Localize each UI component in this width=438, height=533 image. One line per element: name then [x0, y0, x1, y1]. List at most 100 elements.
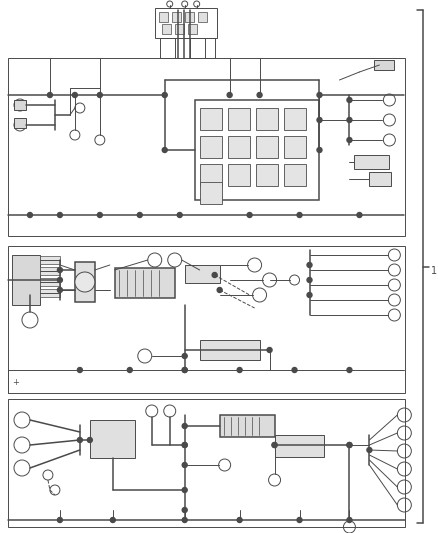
Bar	[187, 24, 196, 34]
Bar	[159, 38, 214, 58]
Circle shape	[291, 367, 297, 373]
Bar	[155, 8, 216, 38]
Bar	[8, 246, 404, 393]
Circle shape	[97, 93, 102, 98]
Circle shape	[77, 367, 82, 373]
Bar	[14, 118, 26, 128]
Bar	[14, 100, 26, 110]
Bar	[374, 60, 393, 70]
Bar	[75, 262, 95, 302]
Circle shape	[110, 518, 115, 522]
Circle shape	[217, 287, 222, 293]
Bar	[255, 164, 277, 186]
Circle shape	[316, 117, 321, 123]
Circle shape	[77, 438, 82, 442]
Bar	[199, 164, 221, 186]
Circle shape	[257, 93, 261, 98]
Circle shape	[182, 507, 187, 513]
Bar	[219, 415, 274, 437]
Bar	[199, 182, 221, 204]
Bar	[255, 136, 277, 158]
Bar	[274, 435, 324, 457]
Circle shape	[346, 98, 351, 102]
Bar	[197, 12, 206, 22]
Circle shape	[57, 287, 62, 293]
Circle shape	[346, 442, 351, 448]
Bar	[40, 267, 60, 275]
Circle shape	[57, 518, 62, 522]
Circle shape	[306, 293, 311, 297]
Circle shape	[297, 213, 301, 217]
Circle shape	[182, 442, 187, 448]
Circle shape	[182, 367, 187, 373]
Circle shape	[266, 348, 272, 352]
Bar	[283, 136, 305, 158]
Bar	[184, 12, 193, 22]
Circle shape	[346, 367, 351, 373]
Bar	[174, 24, 183, 34]
Circle shape	[306, 262, 311, 268]
Circle shape	[237, 518, 242, 522]
Circle shape	[346, 518, 351, 522]
Bar	[8, 399, 404, 527]
Circle shape	[182, 518, 187, 522]
Circle shape	[57, 268, 62, 272]
Circle shape	[72, 93, 77, 98]
Bar	[353, 155, 389, 169]
Circle shape	[356, 213, 361, 217]
Circle shape	[316, 93, 321, 98]
Circle shape	[366, 448, 371, 453]
Circle shape	[272, 442, 276, 448]
Circle shape	[306, 278, 311, 282]
Circle shape	[247, 213, 251, 217]
Circle shape	[212, 272, 217, 278]
Circle shape	[57, 213, 62, 217]
Circle shape	[297, 518, 301, 522]
Circle shape	[162, 148, 167, 152]
Bar	[227, 108, 249, 130]
Bar	[283, 164, 305, 186]
Bar	[368, 172, 391, 186]
Bar	[199, 136, 221, 158]
Circle shape	[182, 442, 187, 448]
Circle shape	[182, 463, 187, 467]
Circle shape	[182, 424, 187, 429]
Bar	[90, 420, 134, 458]
Circle shape	[346, 138, 351, 142]
Bar	[8, 58, 404, 236]
Circle shape	[182, 367, 187, 373]
Circle shape	[87, 438, 92, 442]
Circle shape	[177, 213, 182, 217]
Bar	[184, 265, 219, 283]
Bar	[171, 12, 180, 22]
Circle shape	[97, 213, 102, 217]
Circle shape	[182, 353, 187, 359]
Bar	[227, 136, 249, 158]
Bar	[255, 108, 277, 130]
Bar	[199, 340, 259, 360]
Circle shape	[346, 117, 351, 123]
Circle shape	[346, 442, 351, 448]
Circle shape	[162, 93, 167, 98]
Circle shape	[316, 148, 321, 152]
Text: +: +	[12, 378, 19, 387]
Bar	[40, 278, 60, 286]
Circle shape	[137, 213, 142, 217]
Bar	[40, 289, 60, 297]
Bar	[40, 256, 60, 264]
Bar	[159, 12, 167, 22]
Bar	[199, 108, 221, 130]
Bar	[283, 108, 305, 130]
Circle shape	[272, 442, 276, 448]
Circle shape	[47, 93, 52, 98]
Bar	[161, 24, 170, 34]
Circle shape	[237, 367, 242, 373]
Circle shape	[182, 488, 187, 492]
Circle shape	[75, 272, 95, 292]
Text: 1: 1	[430, 266, 436, 276]
Bar	[12, 255, 40, 305]
Circle shape	[28, 213, 32, 217]
Bar	[227, 164, 249, 186]
Circle shape	[57, 278, 62, 282]
Bar	[194, 100, 319, 200]
